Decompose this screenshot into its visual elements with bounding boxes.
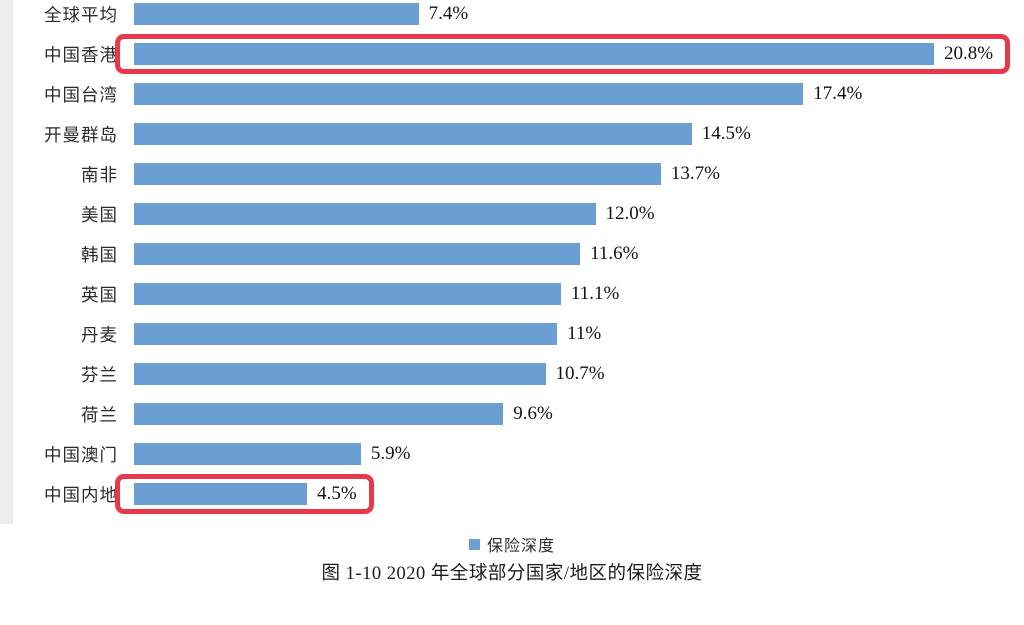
category-label: 韩国 xyxy=(81,244,118,265)
bar-group: 11.1% xyxy=(134,283,619,305)
bar xyxy=(134,283,561,305)
chart-row: 美国 12.0% xyxy=(0,194,1024,234)
value-label: 7.4% xyxy=(428,3,469,24)
bar xyxy=(134,243,581,265)
category-label: 中国香港 xyxy=(44,44,118,65)
bar xyxy=(134,203,596,225)
bar-area: 9.6% xyxy=(134,403,1024,425)
bar xyxy=(134,483,308,505)
legend-label: 保险深度 xyxy=(486,538,555,555)
bar-group: 9.6% xyxy=(134,403,553,425)
value-label: 13.7% xyxy=(670,163,720,184)
bar-area: 11% xyxy=(134,323,1024,345)
highlighted-bar-group: 20.8% xyxy=(115,34,1011,74)
category-label: 开曼群岛 xyxy=(44,124,118,145)
bar xyxy=(134,3,419,25)
bar-group: 11% xyxy=(134,323,601,345)
category-label: 荷兰 xyxy=(81,404,118,425)
category-label: 美国 xyxy=(81,204,118,225)
bar-area: 7.4% xyxy=(134,3,1024,25)
bar-group: 13.7% xyxy=(134,163,720,185)
chart-row: 开曼群岛 14.5% xyxy=(0,114,1024,154)
bar-area: 20.8% xyxy=(115,34,1024,74)
bar-area: 13.7% xyxy=(134,163,1024,185)
bar xyxy=(134,43,934,65)
category-label: 中国澳门 xyxy=(44,444,118,465)
chart-legend: 保险深度 xyxy=(0,532,1024,556)
bar xyxy=(134,83,804,105)
chart-row: 中国内地 4.5% xyxy=(0,474,1024,514)
value-label: 11.6% xyxy=(590,243,639,264)
bar-group: 11.6% xyxy=(134,243,639,265)
bar-area: 11.6% xyxy=(134,243,1024,265)
left-edge-artifact xyxy=(0,0,13,524)
highlighted-bar-group: 4.5% xyxy=(115,474,374,514)
chart-row: 韩国 11.6% xyxy=(0,234,1024,274)
bar xyxy=(134,163,661,185)
chart-row: 中国澳门 5.9% xyxy=(0,434,1024,474)
bar-group: 5.9% xyxy=(134,443,411,465)
chart-row: 芬兰 10.7% xyxy=(0,354,1024,394)
chart-row: 丹麦 11% xyxy=(0,314,1024,354)
value-label: 9.6% xyxy=(513,403,553,424)
value-label: 17.4% xyxy=(813,83,863,104)
value-label: 14.5% xyxy=(701,123,751,144)
category-label: 南非 xyxy=(81,164,118,185)
bar xyxy=(134,323,558,345)
value-label: 5.9% xyxy=(370,443,411,464)
bar-area: 4.5% xyxy=(115,474,1024,514)
chart-row: 中国台湾 17.4% xyxy=(0,74,1024,114)
value-label: 12.0% xyxy=(605,203,655,224)
value-label: 11% xyxy=(567,323,602,344)
value-label: 11.1% xyxy=(570,283,620,304)
bar xyxy=(134,363,546,385)
chart-caption: 图 1-10 2020 年全球部分国家/地区的保险深度 xyxy=(321,564,703,584)
bar xyxy=(134,443,361,465)
chart-row: 中国香港 20.8% xyxy=(0,34,1024,74)
bar-area: 11.1% xyxy=(134,283,1024,305)
chart-rows: 全球平均 7.4% 中国香港 20.8% 中国台湾 17.4% 开曼群岛 14.5% 南非 13.… xyxy=(0,0,1024,514)
bar xyxy=(134,123,692,145)
bar-group: 12.0% xyxy=(134,203,655,225)
legend-swatch-icon xyxy=(468,538,480,550)
value-label: 20.8% xyxy=(944,43,994,64)
bar-area: 17.4% xyxy=(134,83,1024,105)
bar-group: 14.5% xyxy=(134,123,751,145)
category-label: 中国内地 xyxy=(44,484,118,505)
category-label: 全球平均 xyxy=(44,4,118,25)
chart-row: 英国 11.1% xyxy=(0,274,1024,314)
category-label: 英国 xyxy=(81,284,118,305)
bar-group: 17.4% xyxy=(134,83,862,105)
bar-area: 10.7% xyxy=(134,363,1024,385)
category-label: 丹麦 xyxy=(81,324,118,345)
value-label: 4.5% xyxy=(317,483,357,504)
category-label: 芬兰 xyxy=(81,364,118,385)
value-label: 10.7% xyxy=(555,363,605,384)
category-label: 中国台湾 xyxy=(44,84,118,105)
chart-row: 全球平均 7.4% xyxy=(0,0,1024,34)
bar-area: 12.0% xyxy=(134,203,1024,225)
bar xyxy=(134,403,504,425)
bar-group: 10.7% xyxy=(134,363,605,385)
bar-group: 7.4% xyxy=(134,3,468,25)
bar-area: 5.9% xyxy=(134,443,1024,465)
bar-area: 14.5% xyxy=(134,123,1024,145)
chart-row: 荷兰 9.6% xyxy=(0,394,1024,434)
chart-row: 南非 13.7% xyxy=(0,154,1024,194)
